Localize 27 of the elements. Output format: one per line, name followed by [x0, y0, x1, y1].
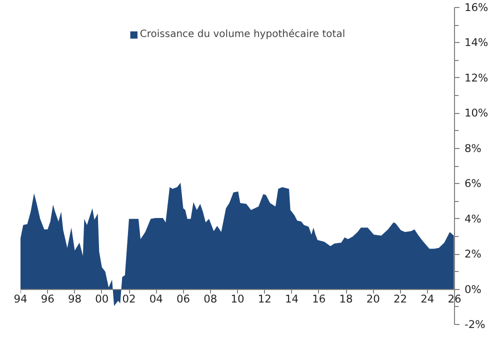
x-tick-label: 16 [312, 292, 326, 306]
y-tick-label: 6% [464, 177, 482, 190]
x-tick-label: 24 [420, 292, 434, 306]
x-tick-label: 96 [40, 292, 55, 306]
y-tick-label: 10% [464, 106, 488, 120]
x-tick-label: 06 [176, 292, 190, 306]
x-tick-label: 12 [258, 292, 272, 306]
y-tick-label: 14% [464, 36, 488, 50]
x-tick-label: 18 [339, 292, 353, 306]
legend-label: Croissance du volume hypothécaire total [140, 29, 346, 40]
y-tick-label: 0% [464, 282, 482, 296]
y-tick-label: 2% [464, 248, 482, 261]
y-tick-label: 12% [464, 71, 488, 84]
x-tick-label: 08 [204, 292, 218, 306]
x-tick-label: 14 [284, 292, 299, 306]
x-tick-label: 94 [14, 292, 28, 306]
y-tick-label: 4% [464, 212, 482, 226]
x-tick-label: 02 [122, 292, 136, 306]
x-tick-label: 10 [230, 292, 244, 306]
x-tick-label: 04 [149, 292, 164, 306]
x-tick-label: 20 [366, 292, 380, 306]
y-tick-label: -2% [464, 318, 486, 331]
y-tick-label: 16% [464, 1, 488, 14]
x-tick-label: 00 [95, 292, 109, 306]
y-tick-label: 8% [464, 142, 482, 155]
x-tick-label: 98 [68, 292, 82, 306]
x-tick-label: 22 [393, 292, 408, 306]
